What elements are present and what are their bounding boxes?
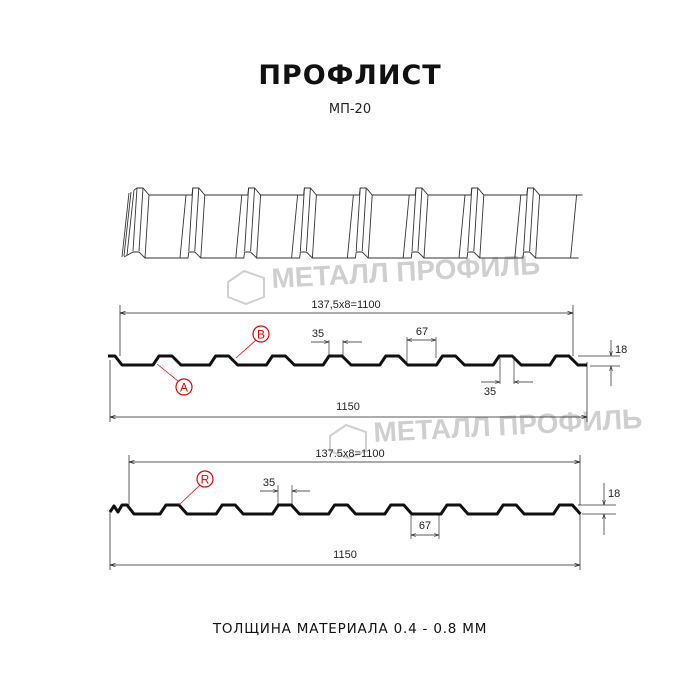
sheet-bottom-edge <box>123 251 579 259</box>
dimension-label-1150: 1150 <box>333 549 357 561</box>
marker-r-label: R <box>201 473 210 487</box>
profile-2: 137.5x8=1100 1150 35 67 18 R <box>108 448 620 570</box>
sheet-rib-edge <box>535 194 541 259</box>
sheet-rib-edge <box>235 194 243 259</box>
marker-a-label: A <box>180 381 188 395</box>
dimension-label-1100: 137,5x8=1100 <box>311 299 380 311</box>
sheet-3d-view <box>121 187 583 259</box>
page-subtitle: МП-20 <box>328 102 372 117</box>
watermark-logo-icon <box>329 423 367 460</box>
profile-1-section <box>108 354 587 367</box>
sheet-rib-edge <box>411 187 417 252</box>
sheet-rib-edge <box>291 194 299 259</box>
page-title: ПРОФЛИСТ <box>258 60 442 91</box>
rib-top-width-label: 35 <box>312 328 324 340</box>
watermark-logo-icon <box>227 269 265 306</box>
sheet-rib-edge <box>194 187 200 252</box>
profile-1: 137,5x8=1100 1150 35 67 35 18 A B <box>108 299 627 422</box>
sheet-rib-edge <box>188 187 194 252</box>
height-label: 18 <box>615 344 627 356</box>
sheet-rib-edge <box>299 187 305 252</box>
rib-bottom-width-label: 35 <box>484 386 496 398</box>
sheet-rib-edge <box>514 194 522 259</box>
marker-b <box>252 325 270 343</box>
sheet-rib-edge <box>367 194 373 259</box>
material-thickness-note: ТОЛЩИНА МАТЕРИАЛА 0.4 - 0.8 ММ <box>212 621 488 637</box>
watermark-text: МЕТАЛЛ ПРОФИЛЬ <box>271 249 541 294</box>
watermark-logo-top: МЕТАЛЛ ПРОФИЛЬ <box>227 249 541 306</box>
sheet-rib-edge <box>346 194 354 259</box>
pitch-label: 67 <box>416 326 428 338</box>
sheet-rib-edge <box>529 187 535 252</box>
pitch-label: 67 <box>419 520 431 532</box>
sheet-rib-edge <box>479 194 485 259</box>
sheet-top-edge <box>133 187 583 196</box>
sheet-rib-edge <box>355 187 361 252</box>
marker-a <box>175 378 193 396</box>
rib-top-width-label: 35 <box>263 477 275 489</box>
sheet-rib-edge <box>305 187 311 252</box>
profile-2-section <box>108 503 582 516</box>
sheet-rib-edge <box>473 187 479 252</box>
sheet-rib-edge <box>458 194 466 259</box>
watermark-text: МЕТАЛЛ ПРОФИЛЬ <box>373 403 643 448</box>
sheet-rib-edge <box>144 194 150 259</box>
sheet-rib-edge <box>200 194 206 259</box>
sheet-rib-edge <box>523 187 529 252</box>
sheet-rib-edge <box>256 194 262 259</box>
sheet-rib-edge <box>402 194 410 259</box>
sheet-rib-edge <box>361 187 367 252</box>
sheet-rib-edge <box>417 187 423 252</box>
sheet-rib-edge <box>132 187 138 252</box>
sheet-rib-edge <box>423 194 429 259</box>
marker-b-label: B <box>257 328 265 342</box>
marker-r <box>196 470 214 488</box>
sheet-rib-edge <box>244 187 250 252</box>
dimension-label-1100: 137.5x8=1100 <box>315 448 384 460</box>
sheet-rib-edge <box>467 187 473 252</box>
height-label: 18 <box>608 488 620 500</box>
dimension-label-1150: 1150 <box>336 401 360 413</box>
sheet-rib-edge <box>179 194 187 259</box>
sheet-rib-edge <box>138 187 144 252</box>
sheet-rib-edge <box>311 194 317 259</box>
sheet-rib-edge <box>250 187 256 252</box>
sheet-edge <box>121 189 135 258</box>
sheet-rib-edge <box>570 194 578 259</box>
